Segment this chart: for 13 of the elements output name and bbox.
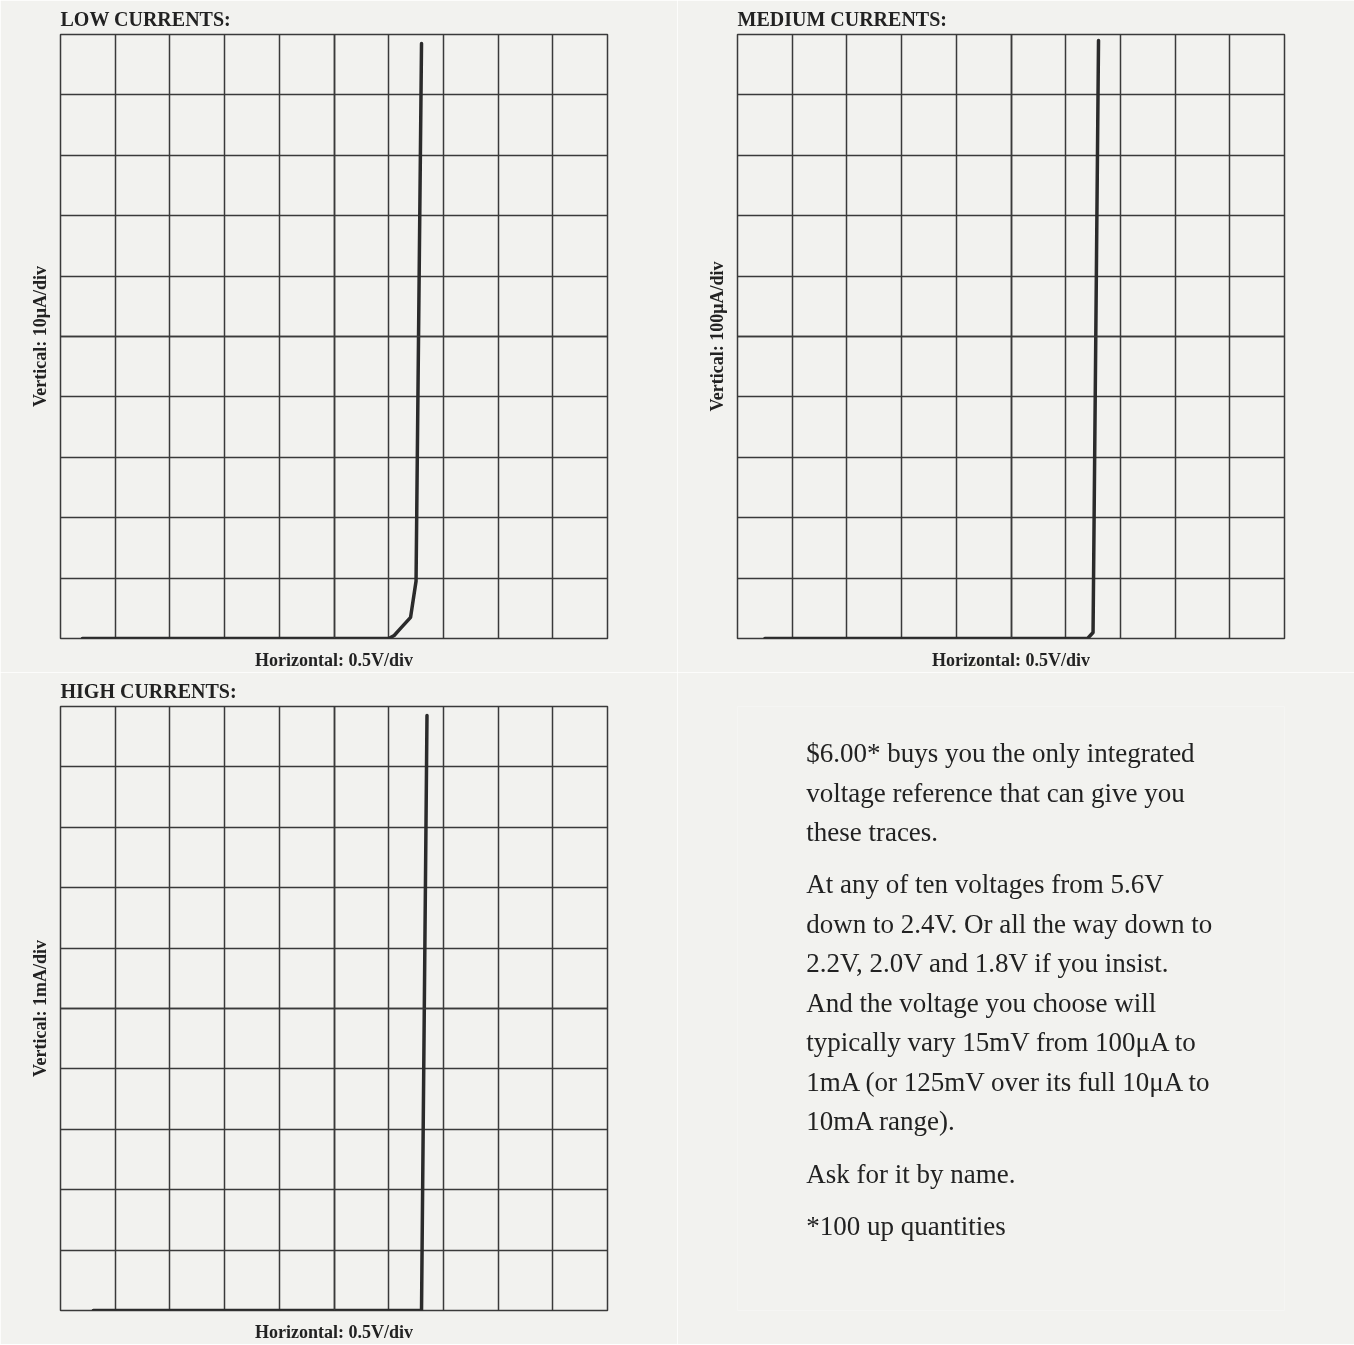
text: $6.00* buys you the only integrated voltage reference that can give you these traces. (806, 737, 1196, 848)
chart-title: MEDIUM CURRENTS: (737, 7, 947, 30)
x-axis-title: Horizontal: 0.5V/div (255, 1321, 413, 1342)
x-axis-title: Horizontal: 0.5V/div (932, 649, 1090, 670)
x-axis-title: Horizontal: 0.5V/div (255, 649, 413, 670)
text: At any of ten voltages from 5.6V down to 2.4V. Or all the way down to 2.2V, 2.0V and 1.8V if you insist. And the voltage you choose will typically vary 15mV from 100μA to 1mA (or 125mV over its full 10μA to 10mA range). (806, 869, 1213, 1137)
y-axis-title: Vertical: 100μA/div (706, 261, 727, 412)
y-axis-title: Vertical: 10μA/div (29, 265, 50, 408)
chart-title: LOW CURRENTS: (60, 7, 231, 30)
y-axis-title: Vertical: 1mA/div (29, 940, 50, 1077)
text: *100 up quantities (806, 1210, 1006, 1241)
text: Ask for it by name. (806, 1158, 1016, 1189)
chart-title: HIGH CURRENTS: (60, 679, 237, 702)
